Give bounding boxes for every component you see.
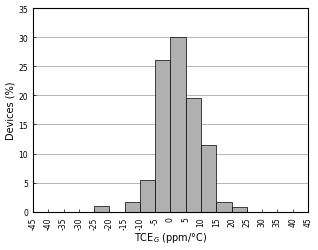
Bar: [186, 99, 201, 212]
X-axis label: TCE$_G$ (ppm/°C): TCE$_G$ (ppm/°C): [134, 230, 207, 244]
Bar: [125, 202, 140, 212]
Bar: [140, 180, 155, 212]
Bar: [94, 206, 109, 212]
Y-axis label: Devices (%): Devices (%): [5, 81, 16, 140]
Bar: [170, 38, 186, 212]
Bar: [155, 61, 170, 212]
Bar: [232, 207, 247, 212]
Bar: [216, 202, 232, 212]
Bar: [201, 145, 216, 212]
